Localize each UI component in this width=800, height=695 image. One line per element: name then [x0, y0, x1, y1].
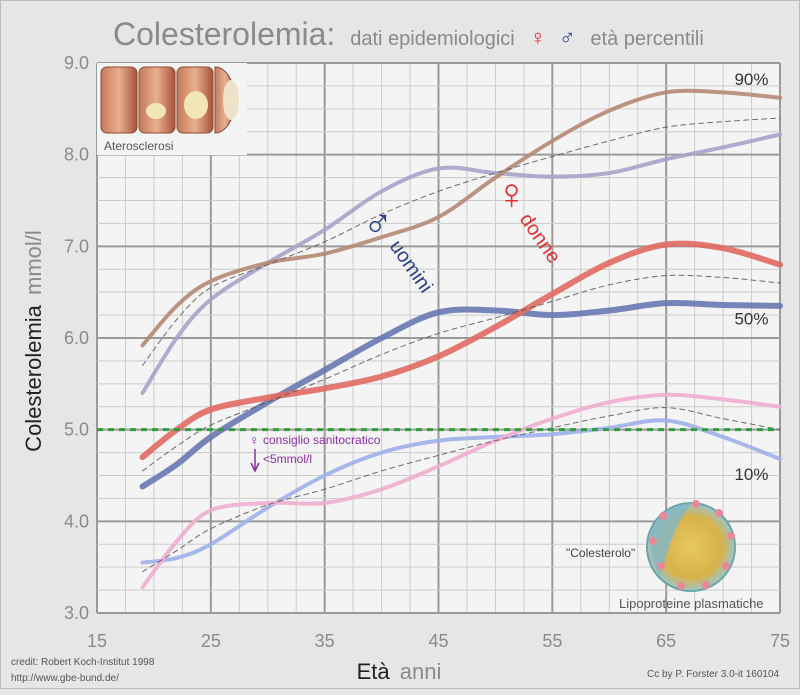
male-symbol-icon: ♂	[559, 25, 576, 50]
percentile-labels: 90% 50% 10%	[734, 70, 768, 484]
series-women-10	[140, 392, 782, 590]
series-women-90	[140, 88, 782, 348]
threshold-label-line2: <5mmol/l	[263, 452, 312, 466]
title-main: Colesterolemia:	[113, 16, 335, 52]
female-symbol-icon: ♀	[530, 25, 547, 50]
y-axis-label-main: Colesterolemia	[21, 304, 46, 451]
x-tick-label: 55	[542, 631, 562, 651]
men-symbol-icon: ♂	[363, 202, 393, 246]
y-tick-label: 5.0	[64, 420, 89, 440]
lipoprotein-image: "Colesterolo" Lipoproteine plasmatiche	[566, 500, 764, 611]
title-subtitle: dati epidemiologici	[350, 28, 515, 50]
women-symbol-icon: ♀	[495, 170, 528, 219]
y-tick-labels: 3.0 4.0 5.0 6.0 7.0 8.0 9.0	[64, 53, 89, 623]
y-tick-label: 6.0	[64, 328, 89, 348]
y-axis-label: Colesterolemia mmol/l	[21, 230, 46, 452]
series-lines	[139, 88, 783, 590]
artery-caption: Aterosclerosi	[104, 139, 173, 153]
x-axis-label: Età anni	[357, 659, 442, 684]
x-tick-label: 65	[656, 631, 676, 651]
chart-title: Colesterolemia: dati epidemiologici ♀ ♂ …	[113, 16, 704, 52]
x-axis-label-main: Età	[357, 659, 391, 684]
x-tick-label: 25	[201, 631, 221, 651]
y-axis-label-unit: mmol/l	[21, 230, 46, 295]
artery-image: Aterosclerosi	[97, 63, 247, 155]
x-tick-label: 75	[770, 631, 790, 651]
y-tick-label: 7.0	[64, 236, 89, 256]
x-tick-label: 15	[87, 631, 107, 651]
series-mean-50	[142, 274, 781, 472]
series-women-50	[139, 240, 783, 461]
series-men-10	[140, 418, 782, 565]
threshold-label-line1: consiglio sanitocratico	[263, 433, 381, 447]
threshold-annotation: ♀ consiglio sanitocratico <5mmol/l	[249, 432, 381, 473]
x-tick-labels: 15 25 35 45 55 65 75	[87, 631, 790, 651]
lipo-inner-label: "Colesterolo"	[566, 546, 635, 560]
series-men-50	[139, 299, 783, 490]
y-tick-label: 3.0	[64, 603, 89, 623]
series-mean-10	[142, 407, 781, 573]
percentile-label: 10%	[734, 465, 768, 484]
y-tick-label: 8.0	[64, 145, 89, 165]
credit-link[interactable]: http://www.gbe-bund.de/	[11, 673, 119, 684]
x-tick-label: 35	[315, 631, 335, 651]
x-axis-label-unit: anni	[400, 659, 442, 684]
series-men-90	[140, 132, 782, 395]
title-tail: età percentili	[590, 28, 703, 50]
y-tick-label: 4.0	[64, 511, 89, 531]
series-mean-90	[142, 117, 781, 366]
license-text: Cc by P. Forster 3.0-it 160104	[647, 669, 780, 680]
y-tick-label: 9.0	[64, 53, 89, 73]
x-tick-label: 45	[428, 631, 448, 651]
lipo-caption: Lipoproteine plasmatiche	[619, 596, 764, 611]
threshold-female-icon: ♀	[249, 432, 260, 448]
percentile-label: 50%	[734, 309, 768, 328]
percentile-label: 90%	[734, 70, 768, 89]
credit-line-1: credit: Robert Koch-Institut 1998	[11, 657, 155, 668]
